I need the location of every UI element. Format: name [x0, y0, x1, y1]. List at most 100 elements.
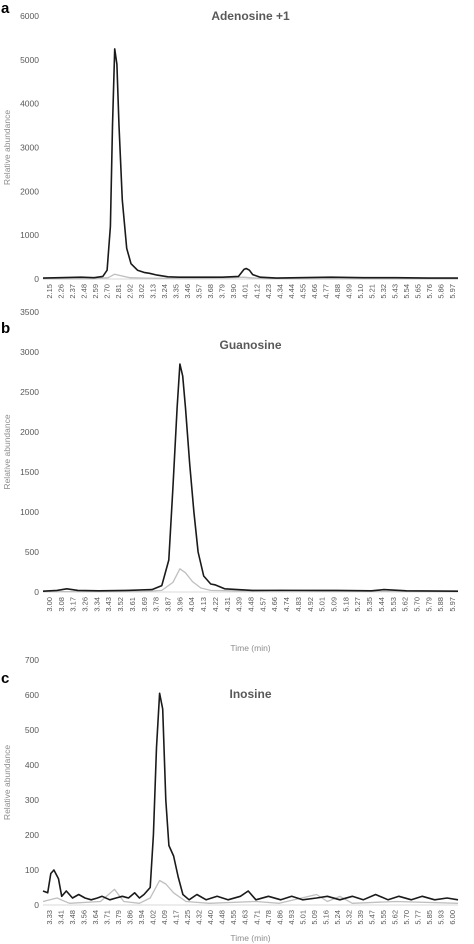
x-tick-label: 2.92 — [125, 284, 134, 299]
x-tick-label: 2.70 — [102, 284, 111, 299]
y-tick-label: 2000 — [20, 186, 39, 196]
x-tick-label: 3.79 — [114, 910, 123, 925]
x-tick-label: 3.02 — [137, 284, 146, 299]
y-tick-label: 600 — [25, 690, 39, 700]
y-tick-label: 2000 — [20, 427, 39, 437]
x-tick-label: 2.59 — [91, 284, 100, 299]
x-tick-label: 3.35 — [172, 284, 181, 299]
x-tick-label: 5.16 — [321, 910, 330, 925]
x-tick-label: 4.86 — [275, 910, 284, 925]
x-tick-label: 3.96 — [175, 597, 184, 612]
x-tick-label: 4.83 — [294, 597, 303, 612]
y-tick-label: 1000 — [20, 230, 39, 240]
x-tick-label: 4.32 — [195, 910, 204, 925]
x-tick-label: 5.09 — [330, 597, 339, 612]
x-tick-label: 2.48 — [79, 284, 88, 299]
x-tick-label: 5.93 — [437, 910, 446, 925]
x-tick-label: 4.44 — [287, 284, 296, 299]
x-tick-label: 4.04 — [187, 597, 196, 612]
x-axis-label: Time (min) — [230, 643, 270, 653]
x-tick-label: 4.55 — [229, 910, 238, 925]
x-tick-label: 3.87 — [164, 597, 173, 612]
x-tick-label: 4.22 — [211, 597, 220, 612]
x-tick-label: 3.17 — [69, 597, 78, 612]
y-tick-label: 2500 — [20, 387, 39, 397]
x-tick-label: 4.63 — [241, 910, 250, 925]
x-tick-label: 3.68 — [206, 284, 215, 299]
x-tick-label: 3.00 — [45, 597, 54, 612]
x-tick-label: 3.94 — [137, 910, 146, 925]
x-tick-label: 5.79 — [424, 597, 433, 612]
x-tick-label: 4.40 — [206, 910, 215, 925]
x-tick-label: 5.85 — [425, 910, 434, 925]
x-tick-label: 5.86 — [437, 284, 446, 299]
x-tick-label: 4.17 — [172, 910, 181, 925]
x-tick-label: 4.13 — [199, 597, 208, 612]
x-tick-label: 5.01 — [298, 910, 307, 925]
x-tick-label: 3.71 — [102, 910, 111, 925]
x-tick-label: 3.26 — [81, 597, 90, 612]
x-tick-label: 5.70 — [402, 910, 411, 925]
x-tick-label: 5.65 — [414, 284, 423, 299]
y-tick-label: 5000 — [20, 55, 39, 65]
x-tick-label: 2.81 — [114, 284, 123, 299]
x-tick-label: 4.74 — [282, 597, 291, 612]
x-tick-label: 4.66 — [310, 284, 319, 299]
x-tick-label: 4.57 — [258, 597, 267, 612]
x-tick-label: 5.32 — [379, 284, 388, 299]
x-tick-label: 3.46 — [183, 284, 192, 299]
x-tick-label: 5.27 — [353, 597, 362, 612]
x-tick-label: 5.39 — [356, 910, 365, 925]
x-tick-label: 3.08 — [57, 597, 66, 612]
x-tick-label: 5.76 — [425, 284, 434, 299]
x-tick-label: 4.88 — [333, 284, 342, 299]
x-tick-label: 5.62 — [401, 597, 410, 612]
y-tick-label: 300 — [25, 795, 39, 805]
x-tick-label: 5.09 — [310, 910, 319, 925]
x-tick-label: 3.34 — [92, 597, 101, 612]
series-line — [43, 273, 458, 280]
x-tick-label: 3.41 — [56, 910, 65, 925]
panel-letter: c — [1, 670, 9, 687]
x-tick-label: 5.21 — [368, 284, 377, 299]
x-tick-label: 4.78 — [264, 910, 273, 925]
x-tick-label: 3.52 — [116, 597, 125, 612]
series-line — [42, 363, 459, 592]
x-tick-label: 5.32 — [344, 910, 353, 925]
x-tick-label: 5.70 — [413, 597, 422, 612]
chart-panel-a: a Adenosine +1 0 1000 2000 3000 4000 5000 6000 Re… — [1, 0, 458, 299]
x-tick-label: 4.92 — [306, 597, 315, 612]
x-tick-label: 5.53 — [389, 597, 398, 612]
y-tick-label: 3500 — [20, 307, 39, 317]
x-tick-label: 4.66 — [270, 597, 279, 612]
y-tick-label: 0 — [34, 587, 39, 597]
y-axis-label: Relative abundance — [2, 745, 12, 820]
x-tick-label: 4.23 — [264, 284, 273, 299]
x-tick-label: 4.25 — [183, 910, 192, 925]
x-tick-label: 5.10 — [356, 284, 365, 299]
y-tick-label: 500 — [25, 725, 39, 735]
x-tick-label: 3.61 — [128, 597, 137, 612]
x-tick-label: 3.69 — [140, 597, 149, 612]
y-tick-label: 400 — [25, 760, 39, 770]
x-tick-label: 5.24 — [333, 910, 342, 925]
chart-panel-c: c Inosine 0 100 200 300 400 500 600 700 Relative a… — [1, 655, 459, 943]
x-tick-label: 5.47 — [368, 910, 377, 925]
x-tick-label: 3.56 — [79, 910, 88, 925]
x-tick-label: 3.57 — [195, 284, 204, 299]
x-tick-label: 4.09 — [160, 910, 169, 925]
x-tick-label: 3.90 — [229, 284, 238, 299]
chart-title: Inosine — [229, 687, 271, 701]
y-tick-label: 200 — [25, 830, 39, 840]
chart-title: Adenosine +1 — [211, 9, 290, 23]
chart-title: Guanosine — [219, 338, 281, 352]
y-tick-label: 6000 — [20, 11, 39, 21]
x-tick-label: 5.43 — [391, 284, 400, 299]
y-tick-label: 100 — [25, 865, 39, 875]
x-tick-label: 3.33 — [45, 910, 54, 925]
series-line — [42, 692, 459, 901]
y-tick-label: 1000 — [20, 507, 39, 517]
x-tick-label: 4.31 — [223, 597, 232, 612]
y-axis-label: Relative abundance — [2, 414, 12, 489]
